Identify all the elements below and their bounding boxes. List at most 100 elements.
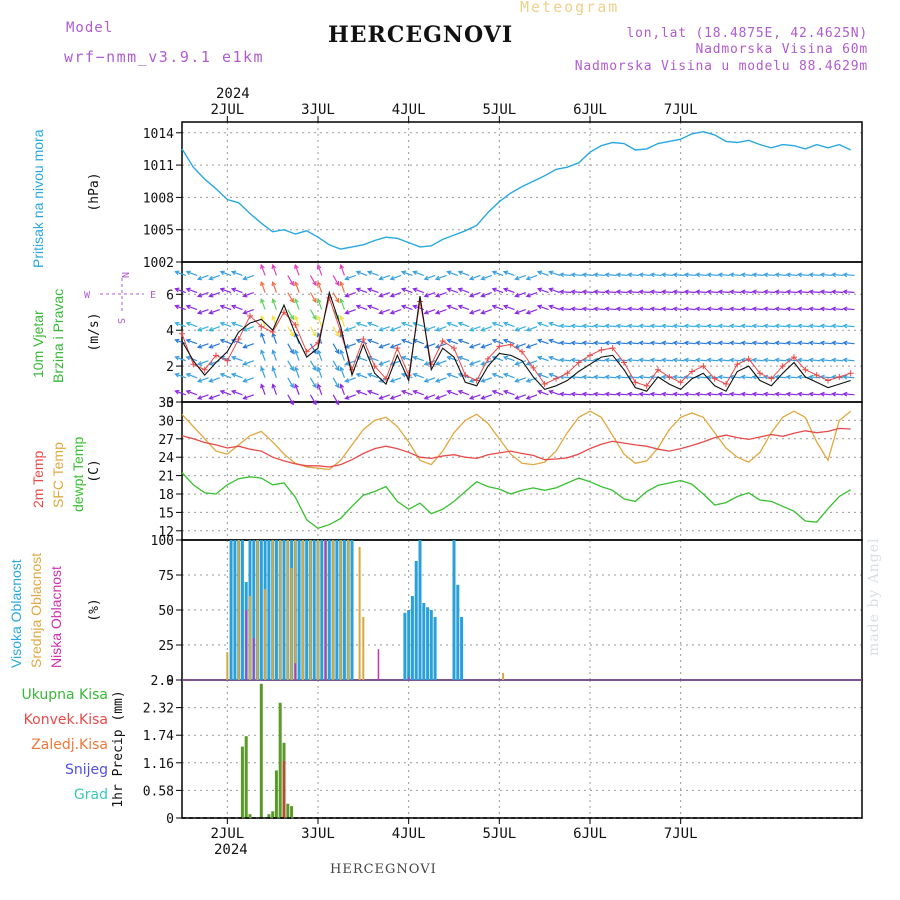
wind-arrow — [741, 393, 753, 396]
wind-arrow — [820, 273, 832, 277]
wind-arrow — [209, 308, 220, 314]
wind-arrow — [707, 291, 719, 294]
wind-arrow — [549, 390, 560, 396]
wind-arrow-head — [355, 287, 361, 293]
wind-arrow-head — [808, 289, 814, 295]
rain-total-bar — [248, 814, 252, 818]
wind-arrow-head — [502, 372, 509, 378]
wind-arrow-head — [694, 323, 701, 329]
wind-arrow-head — [558, 340, 565, 346]
wind-arrow — [309, 394, 317, 405]
wind-arrow-head — [548, 287, 554, 293]
wind-arrow — [379, 326, 390, 331]
wind-arrow-head — [785, 323, 791, 329]
wind-arrow-head — [615, 391, 621, 397]
wind-arrow-head — [740, 306, 746, 312]
wind-arrow-head — [525, 344, 531, 349]
wind-arrow — [775, 291, 787, 294]
wind-arrow — [696, 273, 708, 277]
wind-arrow-head — [660, 289, 667, 295]
y-tick-label: 0.58 — [143, 784, 174, 799]
wind-arrow — [447, 339, 458, 345]
y-tick-label: 0 — [166, 674, 174, 689]
wind-arrow — [356, 373, 368, 379]
wind-gust-marker — [496, 343, 503, 350]
wind-arrow-head — [604, 289, 610, 295]
wind-arrow — [549, 288, 560, 294]
wind-arrow — [287, 309, 294, 320]
wind-arrow-head — [230, 287, 237, 293]
wind-arrow — [340, 384, 346, 396]
wind-arrow — [197, 274, 209, 280]
wind-arrow — [458, 322, 470, 328]
wind-arrow — [616, 273, 628, 277]
wind-arrow — [345, 308, 356, 314]
wind-arrow-head — [525, 361, 531, 366]
wind-arrow-head — [842, 374, 848, 380]
wind-arrow — [390, 274, 402, 280]
sfc-temp-line — [181, 410, 852, 471]
wind-arrow-head — [219, 287, 225, 293]
wind-arrow-head — [271, 366, 277, 372]
wind-arrow-head — [706, 306, 712, 312]
wind-arrow — [809, 393, 821, 396]
wind-arrow-head — [570, 323, 576, 329]
wind-arrow — [492, 271, 504, 277]
wind-arrow-head — [649, 323, 655, 329]
wind-arrow — [582, 359, 594, 362]
wind-arrow — [764, 273, 776, 277]
wind-gust-marker — [394, 345, 401, 352]
wind-arrow — [730, 325, 742, 328]
wind-arrow-head — [830, 289, 837, 295]
wind-arrow — [786, 325, 798, 328]
wind-gust-marker — [734, 361, 741, 368]
wind-arrow — [718, 376, 730, 379]
wind-arrow — [809, 308, 821, 311]
wind-arrow — [582, 376, 594, 379]
wind-arrow — [605, 273, 617, 277]
wind-arrow-head — [615, 306, 621, 312]
wind-arrow-head — [626, 323, 633, 329]
y-tick-label: 1008 — [143, 191, 174, 206]
wind-arrow — [650, 308, 662, 311]
wind-arrow-head — [230, 270, 237, 276]
wind-arrow — [707, 359, 719, 362]
day-label-top: 7JUL — [664, 102, 698, 118]
cloud-bar-mid — [256, 540, 259, 680]
wind-arrow-head — [208, 395, 214, 400]
wind-gust-marker — [802, 366, 809, 373]
wind-arrow — [367, 390, 379, 396]
wind-arrow-head — [366, 287, 373, 293]
wind-arrow — [356, 271, 368, 277]
wind-arrow — [287, 326, 294, 337]
wind-arrow-head — [196, 275, 203, 281]
wind-arrow — [209, 291, 220, 297]
wind-arrow-head — [316, 315, 322, 321]
wind-arrow-head — [502, 321, 509, 327]
wind-arrow — [741, 273, 753, 277]
wind-arrow — [231, 305, 243, 311]
wind-gust-marker — [530, 364, 537, 371]
wind-gust-marker — [745, 355, 752, 362]
panel-frame — [181, 401, 863, 541]
wind-arrow — [662, 325, 674, 328]
wind-arrow-head — [604, 272, 610, 278]
wind-arrow — [458, 305, 470, 311]
wind-arrow-head — [626, 306, 633, 312]
wind-arrow-head — [649, 357, 655, 363]
wind-gust-marker — [247, 312, 253, 319]
wind-arrow — [272, 367, 278, 378]
wind-arrow-head — [785, 272, 791, 278]
wind-arrow-head — [717, 374, 723, 380]
cloud-bar-high — [422, 603, 426, 680]
y-unit-label: (C) — [87, 459, 102, 482]
wind-arrow — [764, 376, 776, 379]
wind-arrow-head — [842, 289, 848, 295]
legend-hail: Grad — [73, 787, 108, 803]
wind-arrow-head — [389, 378, 395, 383]
cloud-bar-mid — [271, 540, 274, 680]
wind-arrow-head — [389, 309, 395, 315]
wind-arrow-head — [615, 323, 621, 329]
wind-arrow — [662, 359, 674, 362]
wind-arrow — [287, 292, 294, 303]
